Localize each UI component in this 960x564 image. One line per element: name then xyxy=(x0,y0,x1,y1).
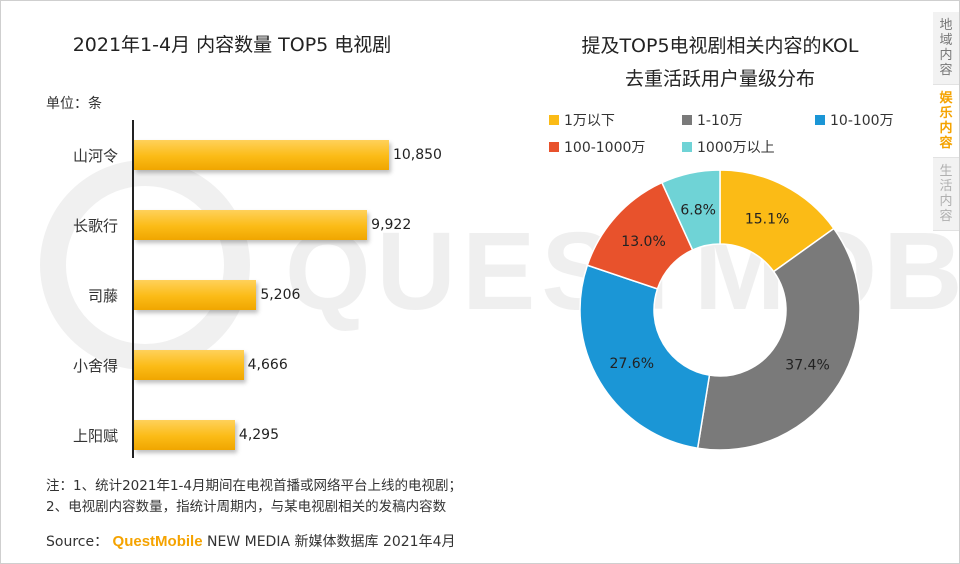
unit-label: 单位：条 xyxy=(46,96,102,112)
donut-segment xyxy=(579,264,711,450)
legend-item: 1000万以上 xyxy=(682,137,775,157)
bar-value-label: 9,922 xyxy=(371,217,412,233)
side-tab[interactable]: 生活内容 xyxy=(933,158,959,231)
bar-category-label: 长歌行 xyxy=(72,217,118,235)
donut-value-label: 6.8% xyxy=(680,202,716,218)
legend-label: 1万以下 xyxy=(564,113,615,129)
side-tab-bar: 地域内容娱乐内容生活内容 xyxy=(933,12,959,231)
donut-title-line-2: 去重活跃用户量级分布 xyxy=(624,68,815,90)
note-line-1: 注：1、统计2021年1-4月期间在电视首播或网络平台上线的电视剧； xyxy=(46,478,462,494)
legend-label: 1-10万 xyxy=(697,113,743,129)
legend-item: 1万以下 xyxy=(549,110,615,130)
source-brand: QuestMobile xyxy=(112,533,203,550)
source-suffix: NEW MEDIA 新媒体数据库 2021年4月 xyxy=(207,534,456,550)
donut-chart-title: 提及TOP5电视剧相关内容的KOL 去重活跃用户量级分布 xyxy=(540,30,900,96)
legend-swatch xyxy=(682,142,692,152)
side-tab[interactable]: 地域内容 xyxy=(933,12,959,85)
legend-item: 10-100万 xyxy=(815,110,894,130)
bar xyxy=(134,210,368,240)
donut-segment xyxy=(660,170,721,251)
donut-segment xyxy=(696,227,861,451)
bar-chart-axis xyxy=(132,120,134,458)
legend-item: 1-10万 xyxy=(682,110,743,130)
donut-value-label: 15.1% xyxy=(745,211,789,227)
bar xyxy=(134,140,389,170)
bar-category-label: 山河令 xyxy=(72,147,118,165)
donut-chart: 15.1% 37.4% 27.6% 13.0% 6.8% xyxy=(579,170,861,451)
legend-label: 1000万以上 xyxy=(697,140,775,156)
bar xyxy=(134,350,244,380)
bar-value-label: 4,666 xyxy=(247,357,288,373)
bar-value-label: 5,206 xyxy=(260,287,301,303)
bar xyxy=(134,420,235,450)
donut-title-line-1: 提及TOP5电视剧相关内容的KOL xyxy=(581,35,859,57)
bar-category-label: 司藤 xyxy=(87,287,118,305)
donut-value-label: 27.6% xyxy=(610,356,654,372)
side-tab[interactable]: 娱乐内容 xyxy=(933,85,959,158)
donut-value-label: 13.0% xyxy=(621,234,665,250)
note-line-2: 2、电视剧内容数量，指统计周期内，与某电视剧相关的发稿内容数 xyxy=(46,499,447,515)
source-line: Source： QuestMobile NEW MEDIA 新媒体数据库 202… xyxy=(46,531,455,551)
legend-label: 100-1000万 xyxy=(564,140,646,156)
bar-value-label: 10,850 xyxy=(392,147,442,163)
bar-value-label: 4,295 xyxy=(238,427,280,443)
bar-chart-title: 2021年1-4月 内容数量 TOP5 电视剧 xyxy=(72,34,392,56)
legend-label: 10-100万 xyxy=(830,113,894,129)
legend-item: 100-1000万 xyxy=(549,137,645,157)
source-prefix: Source： xyxy=(46,534,109,550)
bar-category-label: 小舍得 xyxy=(72,357,118,375)
legend-swatch xyxy=(815,115,825,125)
legend-swatch xyxy=(549,142,559,152)
donut-value-label: 37.4% xyxy=(785,357,829,373)
legend-swatch xyxy=(682,115,692,125)
bar-category-label: 上阳赋 xyxy=(72,427,118,445)
bar xyxy=(134,280,257,310)
legend-swatch xyxy=(549,115,559,125)
